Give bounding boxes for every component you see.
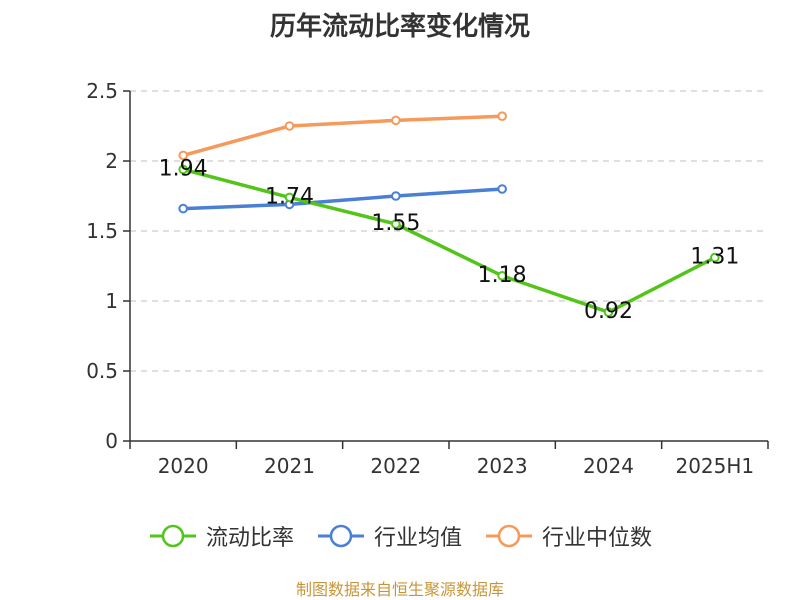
legend-item[interactable]: 行业均值	[316, 520, 462, 552]
data-label: 1.94	[159, 156, 208, 181]
data-label: 1.55	[371, 211, 420, 236]
data-label: 0.92	[584, 299, 633, 324]
legend-line-icon	[486, 524, 532, 548]
data-label: 1.18	[478, 263, 527, 288]
chart-title: 历年流动比率变化情况	[269, 12, 530, 42]
data-labels: 1.94 1.74 1.55 1.18 0.92 1.31	[159, 156, 740, 324]
data-label: 1.74	[265, 184, 314, 209]
y-tick-label: 1.5	[86, 219, 118, 243]
x-tick-label: 2025H1	[675, 454, 754, 478]
y-tick-label: 2.5	[86, 79, 118, 103]
data-point	[178, 203, 188, 214]
data-point	[391, 115, 401, 126]
data-point	[497, 111, 507, 121]
data-point	[284, 192, 295, 203]
legend-marker	[497, 524, 521, 548]
x-tick-label: 2024	[583, 454, 634, 478]
series-line	[183, 187, 503, 211]
grid-lines	[130, 90, 768, 372]
data-point	[178, 164, 188, 175]
data-point	[497, 184, 507, 194]
legend-label: 行业均值	[373, 526, 462, 551]
legend-marker	[161, 524, 185, 548]
legend-label: 流动比率	[205, 526, 294, 551]
source-note: 制图数据来自恒生聚源数据库	[295, 580, 504, 599]
x-tick-label: 2021	[264, 454, 315, 478]
data-point	[178, 150, 188, 161]
x-tick-label: 2020	[158, 454, 209, 478]
legend-item[interactable]: 行业中位数	[484, 520, 652, 552]
legend: 流动比率 行业均值 行业中位数	[0, 520, 800, 552]
x-tick-label: 2023	[477, 454, 528, 478]
data-point	[284, 121, 295, 131]
legend-line-icon	[317, 524, 364, 548]
data-point	[710, 252, 720, 263]
axes: 0 0.5 1 1.5 2 2.5 2020 2021 2022 2023 2024 2025H1	[86, 79, 769, 478]
series-lines	[178, 111, 720, 318]
legend-marker	[329, 524, 353, 548]
legend-item[interactable]: 流动比率	[148, 520, 294, 552]
data-label: 1.31	[690, 245, 739, 270]
data-point	[603, 307, 614, 318]
legend-line-icon	[149, 524, 196, 548]
y-tick-label: 0	[105, 429, 118, 453]
data-point	[391, 191, 401, 201]
y-tick-label: 2	[105, 149, 118, 173]
y-tick-label: 1	[105, 289, 118, 313]
data-point	[497, 271, 507, 281]
series-line	[182, 167, 716, 314]
y-tick-label: 0.5	[86, 359, 118, 383]
x-tick-label: 2022	[370, 454, 421, 478]
legend-label: 行业中位数	[542, 526, 653, 551]
series-line	[182, 114, 503, 158]
data-point	[391, 219, 401, 229]
